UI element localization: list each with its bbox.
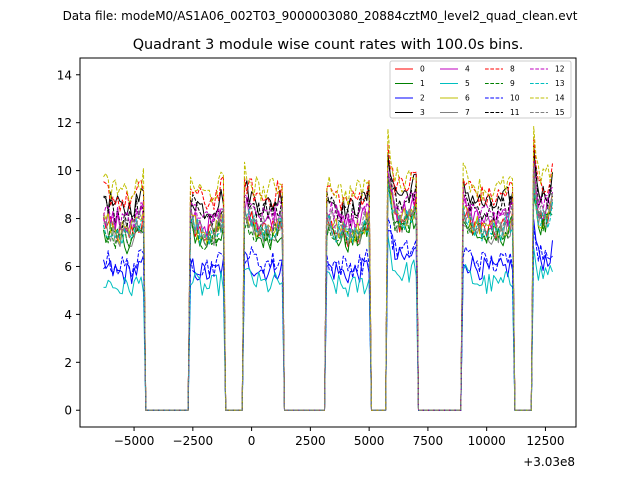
legend-label-12: 12 xyxy=(555,65,565,74)
x-axis: −5000 −2500 0 2500 5000 7500 10000 12500 xyxy=(114,427,565,448)
y-axis: 0 2 4 6 8 10 12 14 xyxy=(57,68,80,418)
y-tick-label: 6 xyxy=(64,260,72,274)
legend-label-14: 14 xyxy=(555,94,565,103)
legend-label-3: 3 xyxy=(420,108,425,117)
y-tick-label: 0 xyxy=(64,404,72,418)
y-tick-label: 2 xyxy=(64,356,72,370)
legend-label-10: 10 xyxy=(510,94,520,103)
x-tick-label: 12500 xyxy=(526,434,564,448)
series-line-15 xyxy=(103,166,553,411)
figure-suptitle: Data file: modeM0/AS1A06_002T03_90000030… xyxy=(63,9,578,23)
x-tick-label: 7500 xyxy=(413,434,444,448)
y-tick-label: 8 xyxy=(64,212,72,226)
legend-label-13: 13 xyxy=(555,79,565,88)
y-tick-label: 14 xyxy=(57,68,72,82)
legend-label-9: 9 xyxy=(510,79,515,88)
legend-frame xyxy=(389,60,572,119)
series-group xyxy=(103,126,553,411)
x-tick-label: −2500 xyxy=(173,434,214,448)
series-line-11 xyxy=(103,153,553,411)
legend-label-5: 5 xyxy=(465,79,470,88)
legend-label-0: 0 xyxy=(420,65,425,74)
legend-label-11: 11 xyxy=(510,108,520,117)
x-tick-label: 5000 xyxy=(354,434,385,448)
chart-title: Quadrant 3 module wise count rates with … xyxy=(133,37,524,53)
x-tick-label: 2500 xyxy=(295,434,326,448)
axes-frame xyxy=(79,57,577,428)
legend-label-8: 8 xyxy=(510,65,515,74)
plot-area: −5000 −2500 0 2500 5000 7500 10000 125000246810… xyxy=(57,57,577,448)
x-tick-label: 10000 xyxy=(468,434,506,448)
legend-label-6: 6 xyxy=(465,94,470,103)
legend-label-4: 4 xyxy=(465,65,470,74)
y-tick-label: 10 xyxy=(57,164,72,178)
x-axis-offset-label: +3.03e8 xyxy=(523,455,575,469)
legend-label-1: 1 xyxy=(420,79,425,88)
y-tick-label: 12 xyxy=(57,116,72,130)
legend-label-2: 2 xyxy=(420,94,425,103)
legend-label-15: 15 xyxy=(555,108,565,117)
x-tick-label: 0 xyxy=(248,434,256,448)
x-tick-label: −5000 xyxy=(114,434,155,448)
y-tick-label: 4 xyxy=(64,308,72,322)
legend-label-7: 7 xyxy=(465,108,470,117)
